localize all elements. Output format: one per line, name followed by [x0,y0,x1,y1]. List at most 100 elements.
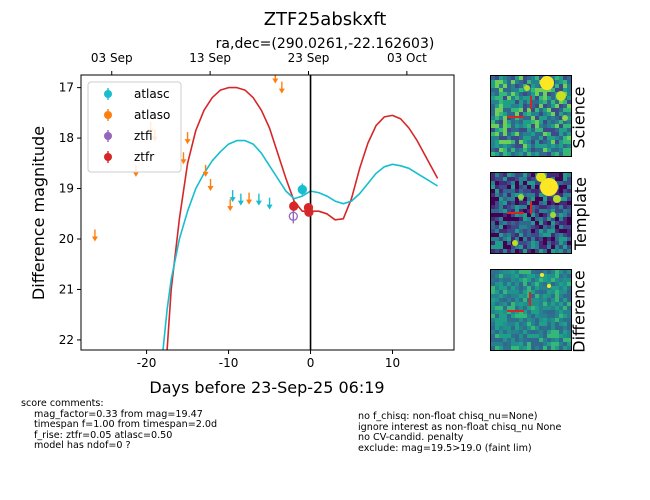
noise-pixel [523,193,527,197]
noise-pixel [567,334,571,338]
noise-pixel [543,274,547,278]
top-tick-label: 13 Sep [189,51,231,65]
noise-pixel [543,282,547,286]
noise-pixel [555,132,559,136]
noise-pixel [523,148,527,152]
noise-pixel [507,173,511,177]
noise-pixel [499,140,503,144]
noise-pixel [523,294,527,298]
noise-pixel [499,217,503,221]
noise-pixel [535,314,539,318]
noise-pixel [519,346,523,350]
noise-pixel [535,249,539,253]
noise-pixel [495,136,499,140]
noise-pixel [563,177,567,181]
noise-pixel [555,88,559,92]
noise-pixel [491,270,495,274]
noise-pixel [495,290,499,294]
noise-pixel [511,270,515,274]
noise-pixel [523,310,527,314]
noise-pixel [523,181,527,185]
noise-pixel [527,112,531,116]
noise-pixel [523,350,527,351]
noise-pixel [531,84,535,88]
noise-pixel [499,96,503,100]
noise-pixel [499,156,503,157]
noise-pixel [495,310,499,314]
noise-pixel [515,306,519,310]
noise-pixel [507,270,511,274]
noise-pixel [555,128,559,132]
noise-pixel [555,302,559,306]
noise-pixel [543,298,547,302]
noise-pixel [535,237,539,241]
noise-pixel [567,310,571,314]
legend-marker [104,90,112,98]
noise-pixel [491,140,495,144]
noise-pixel [499,249,503,253]
noise-pixel [495,144,499,148]
noise-pixel [491,278,495,282]
difference-image [491,270,571,351]
noise-pixel [519,274,523,278]
noise-pixel [567,294,571,298]
noise-pixel [519,350,523,351]
noise-pixel [563,330,567,334]
noise-pixel [491,225,495,229]
noise-pixel [511,132,515,136]
noise-pixel [531,152,535,156]
noise-pixel [543,217,547,221]
noise-pixel [495,282,499,286]
noise-pixel [527,100,531,104]
noise-pixel [567,100,571,104]
noise-pixel [491,104,495,108]
noise-pixel [543,346,547,350]
noise-pixel [515,334,519,338]
noise-pixel [535,148,539,152]
noise-pixel [547,128,551,132]
noise-pixel [531,245,535,249]
noise-pixel [507,314,511,318]
noise-pixel [559,108,563,112]
noise-pixel [515,144,519,148]
upper-limit-arrow [91,236,98,242]
noise-pixel [515,193,519,197]
noise-pixel [567,290,571,294]
noise-pixel [551,253,555,254]
noise-pixel [527,148,531,152]
noise-pixel [495,306,499,310]
noise-pixel [531,241,535,245]
noise-pixel [559,221,563,225]
noise-pixel [515,205,519,209]
noise-pixel [491,152,495,156]
noise-pixel [531,253,535,254]
noise-pixel [507,108,511,112]
noise-pixel [503,282,507,286]
noise-pixel [539,270,543,274]
noise-pixel [491,92,495,96]
data-point [289,201,299,211]
upper-limit-arrow [180,159,187,165]
noise-pixel [559,237,563,241]
noise-pixel [567,306,571,310]
noise-pixel [543,270,547,274]
upper-limit-arrow [207,186,214,191]
upper-limit-arrow [246,199,253,205]
noise-pixel [491,112,495,116]
noise-pixel [551,314,555,318]
noise-pixel [511,338,515,342]
noise-pixel [567,326,571,330]
noise-pixel [511,334,515,338]
noise-pixel [567,197,571,201]
noise-pixel [535,326,539,330]
noise-pixel [507,156,511,157]
noise-pixel [547,237,551,241]
noise-pixel [543,148,547,152]
noise-pixel [507,346,511,350]
noise-pixel [555,249,559,253]
noise-pixel [495,233,499,237]
noise-pixel [491,189,495,193]
noise-pixel [519,217,523,221]
noise-pixel [507,302,511,306]
noise-pixel [527,233,531,237]
